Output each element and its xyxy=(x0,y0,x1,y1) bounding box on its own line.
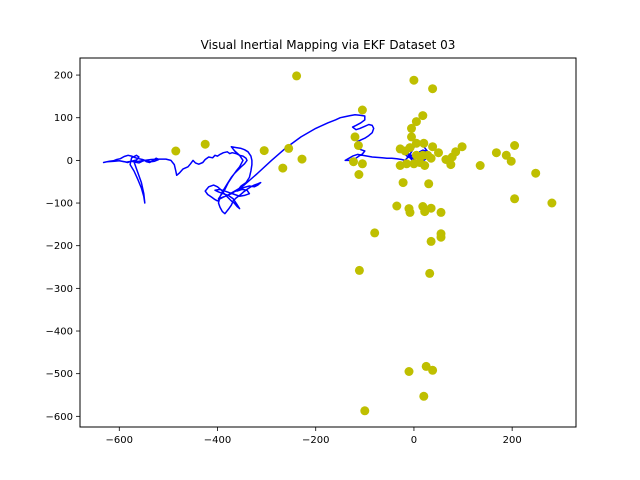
landmark-point xyxy=(405,143,415,153)
landmark-point xyxy=(350,132,360,142)
landmark-point xyxy=(547,198,557,208)
landmark-point xyxy=(424,179,434,189)
landmark-point xyxy=(475,161,485,170)
x-tick-label: 0 xyxy=(411,435,417,446)
y-tick-label: −100 xyxy=(46,199,73,210)
landmark-point xyxy=(259,146,269,156)
landmark-point xyxy=(426,153,436,163)
landmark-point xyxy=(284,143,294,153)
chart-title: Visual Inertial Mapping via EKF Dataset … xyxy=(201,38,456,52)
y-tick-label: 100 xyxy=(54,113,73,124)
y-axis: −600 −500 −400 −300 −200 −100 0 100 200 xyxy=(46,71,80,423)
landmark-point xyxy=(457,142,467,152)
landmark-point xyxy=(531,168,541,178)
landmark-point xyxy=(297,154,307,164)
landmark-point xyxy=(357,159,367,169)
landmark-point xyxy=(419,138,429,148)
landmark-point xyxy=(436,232,446,242)
landmark-point xyxy=(510,141,520,150)
landmark-point xyxy=(506,156,516,166)
landmark-point xyxy=(420,161,430,170)
x-tick-label: −400 xyxy=(204,435,231,446)
landmark-point xyxy=(411,150,421,160)
landmark-point xyxy=(425,268,435,278)
landmarks-layer xyxy=(171,71,557,416)
landmark-point xyxy=(349,157,358,167)
x-tick-label: −200 xyxy=(302,435,329,446)
landmark-point xyxy=(501,150,511,160)
landmark-point xyxy=(354,265,364,275)
y-tick-label: −400 xyxy=(46,327,73,338)
landmark-point xyxy=(357,105,367,115)
x-tick-label: 200 xyxy=(503,435,522,446)
y-tick-label: −200 xyxy=(46,241,73,252)
landmark-point xyxy=(428,84,438,94)
landmark-point xyxy=(353,141,363,150)
landmark-point xyxy=(426,236,436,246)
landmark-point xyxy=(370,228,380,238)
landmark-point xyxy=(436,207,446,217)
landmark-point xyxy=(411,138,421,148)
x-axis: −600 −400 −200 0 200 xyxy=(106,427,522,446)
landmark-point xyxy=(171,146,181,156)
y-tick-label: 0 xyxy=(67,156,73,167)
landmark-point xyxy=(292,71,302,81)
landmark-point xyxy=(428,142,438,152)
landmark-point xyxy=(446,160,456,170)
landmark-point xyxy=(360,406,370,416)
landmark-point xyxy=(354,170,364,179)
trajectory-layer xyxy=(102,113,430,215)
landmark-point xyxy=(426,203,436,213)
landmark-point xyxy=(409,75,419,85)
landmark-point xyxy=(419,391,429,401)
landmark-point xyxy=(411,117,421,127)
landmark-point xyxy=(491,148,501,158)
plot-area xyxy=(102,71,557,416)
y-tick-label: −600 xyxy=(46,412,73,423)
landmark-point xyxy=(398,178,408,188)
landmark-point xyxy=(418,111,428,121)
landmark-point xyxy=(510,194,520,204)
y-tick-label: 200 xyxy=(54,71,73,82)
trajectory-line xyxy=(102,113,430,215)
landmark-point xyxy=(407,123,416,133)
landmark-point xyxy=(434,148,443,158)
landmark-point xyxy=(407,132,416,142)
plot-frame xyxy=(79,57,577,428)
y-tick-label: −300 xyxy=(46,284,73,295)
landmark-point xyxy=(200,139,210,149)
landmark-point xyxy=(402,159,412,169)
landmark-point xyxy=(278,163,288,173)
landmark-point xyxy=(405,207,415,217)
y-tick-label: −500 xyxy=(46,369,73,380)
landmark-point xyxy=(392,201,402,211)
landmark-point xyxy=(428,365,438,375)
landmark-point xyxy=(404,367,414,376)
x-tick-label: −600 xyxy=(106,435,133,446)
